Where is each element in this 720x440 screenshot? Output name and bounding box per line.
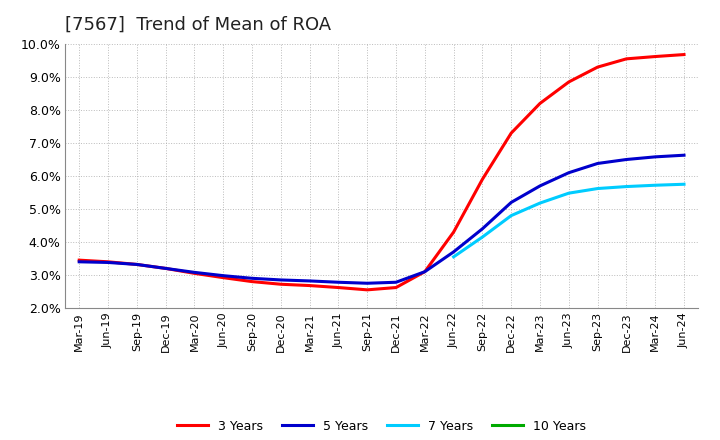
3 Years [593, 64, 602, 70]
3 Years [219, 275, 228, 280]
5 Years [276, 277, 285, 282]
7 Years [651, 183, 660, 188]
5 Years [449, 249, 458, 254]
3 Years [420, 269, 429, 275]
Line: 3 Years: 3 Years [79, 55, 684, 290]
5 Years [680, 153, 688, 158]
3 Years [478, 176, 487, 182]
3 Years [392, 285, 400, 290]
3 Years [305, 283, 314, 288]
3 Years [104, 259, 112, 264]
5 Years [420, 269, 429, 275]
7 Years [507, 213, 516, 218]
5 Years [507, 200, 516, 205]
3 Years [622, 56, 631, 62]
Line: 7 Years: 7 Years [454, 184, 684, 257]
3 Years [276, 282, 285, 287]
3 Years [75, 257, 84, 263]
3 Years [536, 101, 544, 106]
5 Years [564, 170, 573, 175]
7 Years [593, 186, 602, 191]
7 Years [680, 182, 688, 187]
3 Years [680, 52, 688, 57]
3 Years [507, 130, 516, 136]
5 Years [132, 262, 141, 267]
5 Years [75, 259, 84, 264]
3 Years [564, 79, 573, 84]
7 Years [564, 191, 573, 196]
3 Years [248, 279, 256, 284]
5 Years [219, 273, 228, 278]
3 Years [132, 262, 141, 267]
7 Years [449, 254, 458, 260]
5 Years [334, 280, 343, 285]
5 Years [190, 270, 199, 275]
5 Years [392, 280, 400, 285]
3 Years [651, 54, 660, 59]
5 Years [622, 157, 631, 162]
5 Years [363, 281, 372, 286]
Text: [7567]  Trend of Mean of ROA: [7567] Trend of Mean of ROA [65, 16, 331, 34]
3 Years [449, 230, 458, 235]
Line: 5 Years: 5 Years [79, 155, 684, 283]
5 Years [248, 275, 256, 281]
5 Years [478, 226, 487, 231]
3 Years [363, 287, 372, 293]
3 Years [161, 266, 170, 271]
5 Years [161, 266, 170, 271]
7 Years [478, 235, 487, 240]
3 Years [190, 271, 199, 276]
3 Years [334, 285, 343, 290]
5 Years [536, 183, 544, 188]
Legend: 3 Years, 5 Years, 7 Years, 10 Years: 3 Years, 5 Years, 7 Years, 10 Years [172, 414, 591, 437]
5 Years [651, 154, 660, 159]
5 Years [305, 279, 314, 284]
7 Years [622, 184, 631, 189]
5 Years [593, 161, 602, 166]
7 Years [536, 200, 544, 205]
5 Years [104, 260, 112, 265]
